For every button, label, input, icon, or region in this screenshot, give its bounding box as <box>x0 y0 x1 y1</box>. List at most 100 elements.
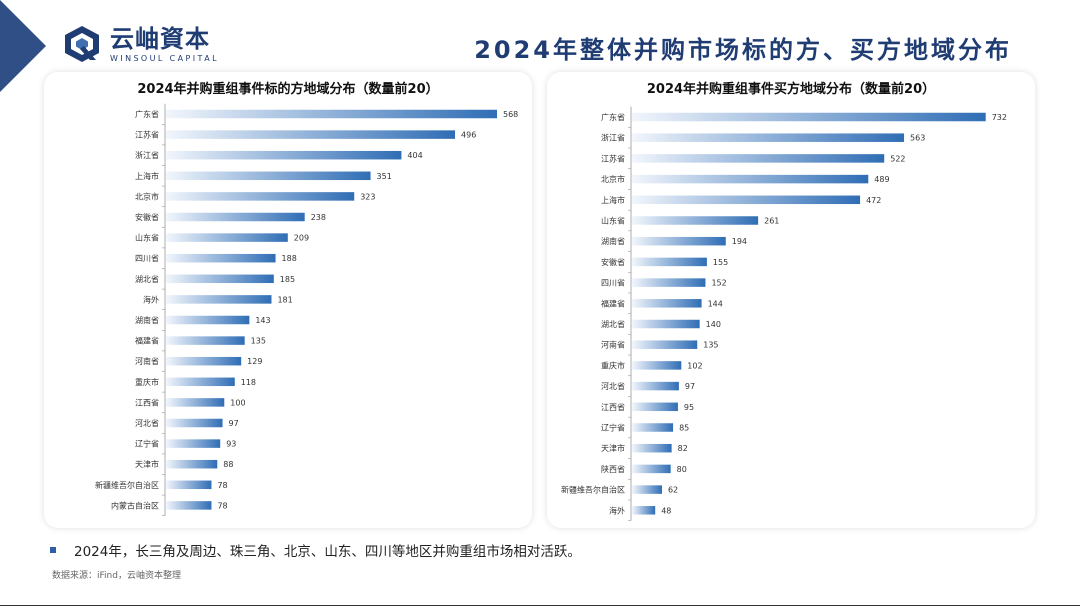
category-label: 天津市 <box>601 443 625 453</box>
bar <box>632 340 698 349</box>
page-title: 2024年整体并购市场标的方、买方地域分布 <box>474 36 1012 64</box>
bar-value-label: 496 <box>461 131 476 140</box>
bar <box>632 506 656 515</box>
bar <box>166 130 456 139</box>
bar <box>632 299 702 308</box>
category-label: 四川省 <box>601 278 625 288</box>
category-label: 江苏省 <box>601 153 625 163</box>
category-label: 辽宁省 <box>135 439 159 449</box>
category-label: 上海市 <box>601 195 625 205</box>
bar <box>632 443 672 453</box>
bar <box>632 361 682 370</box>
category-label: 海外 <box>143 294 159 304</box>
data-source-note: 数据来源：iFind，云岫资本整理 <box>52 571 181 581</box>
category-label: 内蒙古自治区 <box>111 500 159 510</box>
bar-value-label: 489 <box>874 175 889 184</box>
bar-value-label: 404 <box>407 151 422 160</box>
bar <box>166 418 223 428</box>
bar-value-label: 135 <box>703 341 718 350</box>
bar <box>632 423 674 432</box>
bar-value-label: 95 <box>684 403 694 412</box>
category-label: 广东省 <box>601 112 625 122</box>
bar <box>632 216 759 225</box>
bar <box>632 319 700 329</box>
bar <box>632 195 861 205</box>
category-label: 新疆维吾尔自治区 <box>95 480 159 490</box>
category-label: 上海市 <box>135 171 159 181</box>
category-label: 浙江省 <box>135 150 159 160</box>
bar <box>632 174 869 184</box>
category-label: 福建省 <box>601 298 625 308</box>
footer-divider <box>0 605 1080 606</box>
bar <box>166 439 221 448</box>
bar-value-label: 102 <box>687 361 702 370</box>
category-label: 江西省 <box>135 397 159 407</box>
category-label: 海外 <box>609 505 625 515</box>
bar <box>632 278 706 287</box>
bar <box>166 315 250 325</box>
bar-value-label: 568 <box>503 110 518 119</box>
bar <box>632 112 986 122</box>
bar-value-label: 194 <box>732 237 747 246</box>
category-label: 重庆市 <box>135 377 159 387</box>
bar-value-label: 563 <box>910 134 925 143</box>
bar <box>166 459 218 469</box>
bar <box>632 257 707 267</box>
category-label: 江苏省 <box>135 130 159 140</box>
buyer-region-chart-panel: 2024年并购重组事件买方地域分布（数量前20） 广东省 732 浙江省 563 江苏省… <box>547 72 1035 528</box>
bar-value-label: 188 <box>282 254 297 263</box>
bar-value-label: 522 <box>890 154 905 163</box>
bar-value-label: 135 <box>251 337 266 346</box>
bar-value-label: 261 <box>764 217 779 226</box>
category-label: 河北省 <box>601 381 625 391</box>
target-region-chart-title: 2024年并购重组事件标的方地域分布（数量前20） <box>137 82 439 97</box>
bar-value-label: 181 <box>277 295 292 304</box>
bar-value-label: 185 <box>280 275 295 284</box>
bar-value-label: 78 <box>217 501 227 510</box>
category-label: 江西省 <box>601 402 625 412</box>
bar-value-label: 323 <box>360 192 375 201</box>
category-label: 湖南省 <box>135 315 159 325</box>
bar <box>166 377 235 387</box>
category-label: 北京市 <box>601 174 625 184</box>
bar <box>166 233 288 242</box>
logo-english-name: WINSOUL CAPITAL <box>110 53 219 63</box>
bar <box>166 253 276 263</box>
bar-value-label: 144 <box>708 299 723 308</box>
bar-value-label: 209 <box>294 234 309 243</box>
bar-value-label: 97 <box>229 419 239 428</box>
category-label: 四川省 <box>135 253 159 263</box>
bar-value-label: 97 <box>685 382 695 391</box>
bar <box>166 398 225 407</box>
category-label: 湖北省 <box>601 319 625 329</box>
logo-mark-icon <box>65 26 99 62</box>
category-label: 河南省 <box>135 356 159 366</box>
category-label: 湖北省 <box>135 274 159 284</box>
bar-value-label: 62 <box>668 486 678 495</box>
bar-value-label: 140 <box>706 320 721 329</box>
bar-value-label: 93 <box>226 440 236 449</box>
category-label: 陕西省 <box>601 464 625 474</box>
bar-value-label: 732 <box>992 113 1007 122</box>
bar <box>166 212 305 222</box>
bar <box>632 464 671 474</box>
category-label: 河北省 <box>135 418 159 428</box>
category-label: 浙江省 <box>601 133 625 143</box>
bar-value-label: 143 <box>255 316 270 325</box>
bar-value-label: 100 <box>230 398 245 407</box>
bar-value-label: 129 <box>247 357 262 366</box>
bar-value-label: 155 <box>713 258 728 267</box>
bar <box>166 480 212 490</box>
bullet-marker <box>50 547 56 553</box>
bar <box>166 150 402 160</box>
bar-value-label: 48 <box>661 506 671 515</box>
bar-value-label: 88 <box>223 460 233 469</box>
bar <box>632 381 679 391</box>
bar <box>166 109 498 119</box>
bar <box>632 402 678 412</box>
bar <box>166 501 212 510</box>
bar-value-label: 118 <box>241 378 256 387</box>
summary-bullet: 2024年，长三角及周边、珠三角、北京、山东、四川等地区并购重组市场相对活跃。 <box>50 540 581 560</box>
bar <box>166 336 245 345</box>
bar-value-label: 238 <box>311 213 326 222</box>
